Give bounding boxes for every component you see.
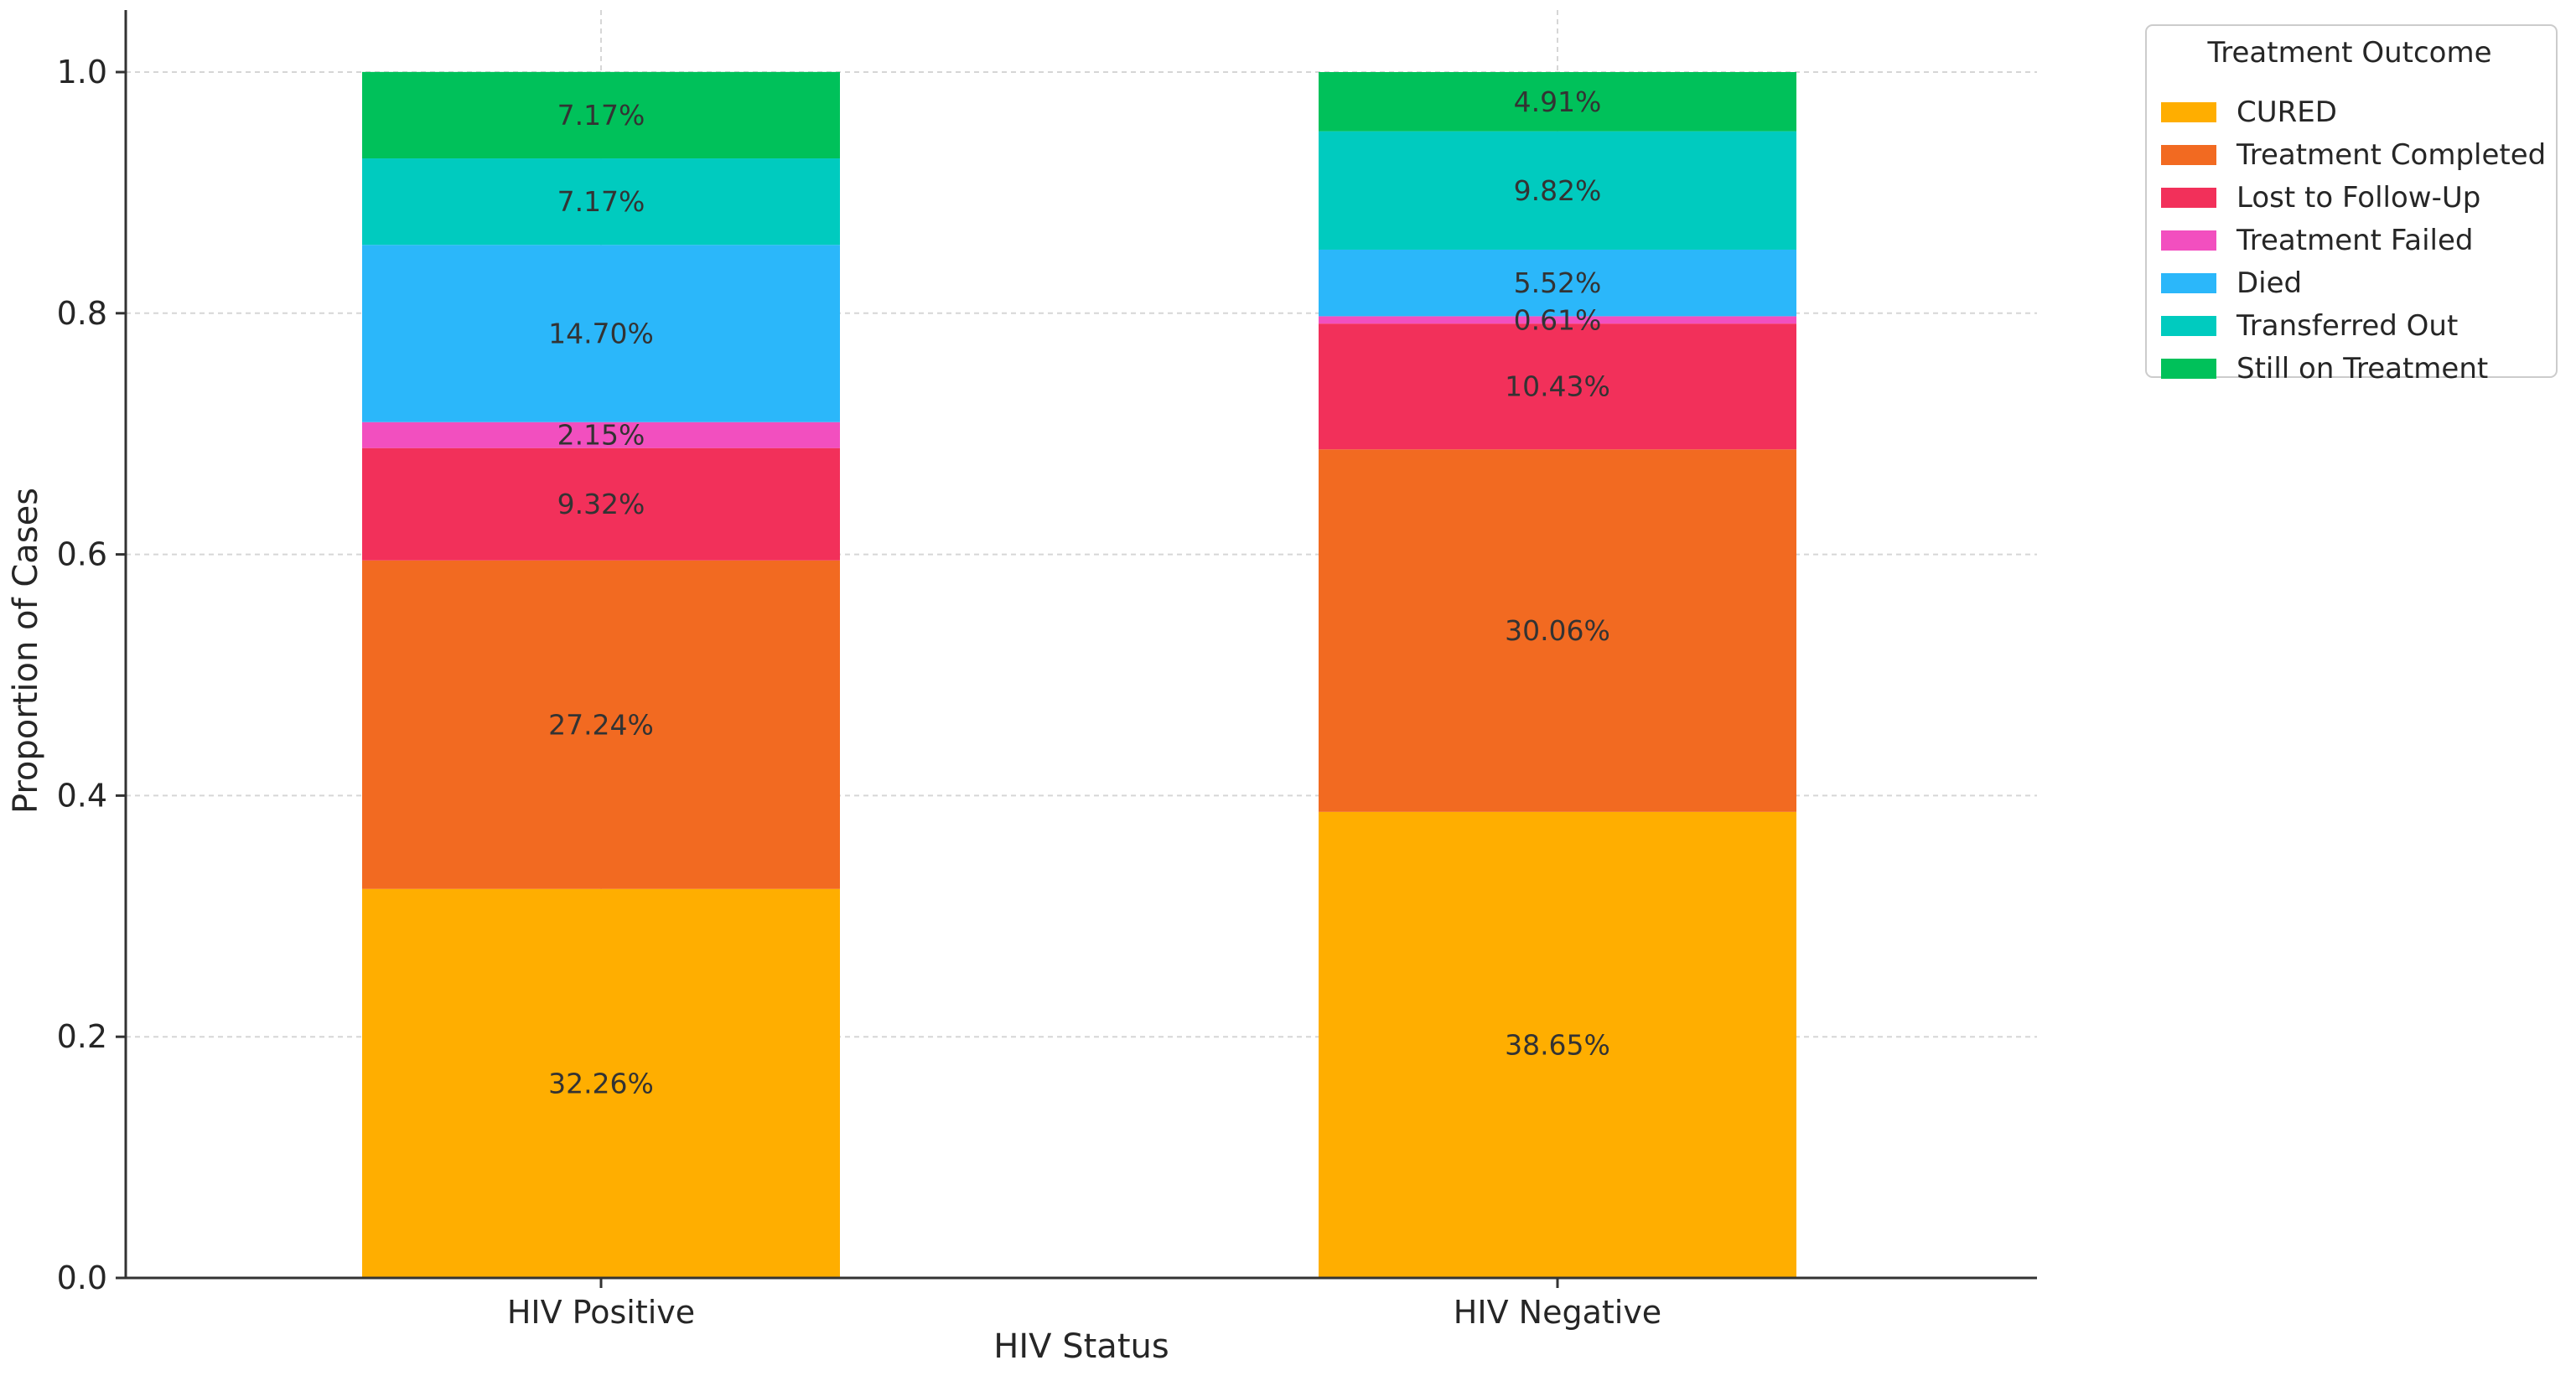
legend-swatch: [2161, 359, 2216, 379]
legend-swatch: [2161, 316, 2216, 336]
bar-segment-cured: [362, 888, 840, 1278]
bar-segment-still-on-treatment: [1319, 72, 1796, 132]
legend-frame: [2145, 24, 2558, 378]
data-label: 27.24%: [548, 708, 654, 741]
legend-items: CURED Treatment Completed Lost to Follow-U…: [2161, 96, 2546, 385]
legend-swatch: [2161, 273, 2216, 293]
axes: 0.0 0.2 0.4 0.6 0.8 1.0 HIV Positive HIV Negati…: [57, 10, 2037, 1331]
bar-segment-cured: [1319, 811, 1796, 1278]
data-label: 9.82%: [1514, 174, 1602, 207]
legend-swatch: [2161, 102, 2216, 122]
y-tick-label: 0.2: [57, 1018, 107, 1055]
y-tick-label: 0.6: [57, 536, 107, 573]
y-tick-label: 0.0: [57, 1259, 107, 1296]
legend-title: Treatment Outcome: [2207, 36, 2492, 70]
legend-swatch: [2161, 230, 2216, 251]
data-label: 38.65%: [1505, 1028, 1610, 1061]
legend-label: CURED: [2237, 96, 2337, 129]
bar-segment-treatment-completed: [362, 560, 840, 889]
legend: Treatment Outcome CURED Treatment Complet…: [2145, 24, 2558, 385]
bar-segment-died: [1319, 249, 1796, 317]
legend-label: Died: [2237, 266, 2302, 300]
bar-segment-treatment-completed: [1319, 449, 1796, 812]
legend-label: Treatment Failed: [2236, 224, 2473, 257]
x-tick-label: HIV Negative: [1454, 1294, 1661, 1331]
bar-segment-lost-to-follow-up: [1319, 323, 1796, 450]
bar-segment-lost-to-follow-up: [362, 447, 840, 561]
legend-label: Lost to Follow-Up: [2237, 181, 2480, 215]
bar-segment-still-on-treatment: [362, 71, 840, 159]
data-label: 10.43%: [1505, 370, 1610, 403]
bar-segment-treatment-failed: [1319, 316, 1796, 324]
bar-segment-died: [362, 245, 840, 422]
bar-segment-transferred-out: [362, 158, 840, 246]
bars: 32.26% 27.24% 9.32% 2.15% 14.70% 7.17% 7.17% 38…: [362, 71, 1796, 1278]
legend-label: Treatment Completed: [2236, 138, 2546, 172]
legend-label: Transferred Out: [2236, 309, 2458, 343]
data-label: 2.15%: [557, 419, 645, 452]
data-label: 14.70%: [548, 317, 654, 349]
y-axis-title: Proportion of Cases: [7, 488, 45, 814]
data-label: 7.17%: [557, 185, 645, 218]
data-label: 32.26%: [548, 1067, 654, 1099]
x-axis-title: HIV Status: [993, 1327, 1169, 1366]
data-label: 7.17%: [557, 99, 645, 132]
data-label: 9.32%: [557, 488, 645, 520]
legend-label: Still on Treatment: [2237, 352, 2488, 385]
data-label: 30.06%: [1505, 614, 1610, 647]
y-tick-label: 0.8: [57, 295, 107, 332]
bar-segment-treatment-failed: [362, 422, 840, 448]
x-tick-label: HIV Positive: [507, 1294, 695, 1331]
data-label: 0.61%: [1514, 303, 1602, 336]
y-tick-label: 1.0: [57, 54, 107, 91]
legend-swatch: [2161, 145, 2216, 165]
legend-swatch: [2161, 188, 2216, 208]
y-tick-label: 0.4: [57, 777, 107, 814]
bar-segment-transferred-out: [1319, 131, 1796, 250]
data-label: 5.52%: [1514, 266, 1602, 299]
data-label: 4.91%: [1514, 85, 1602, 118]
